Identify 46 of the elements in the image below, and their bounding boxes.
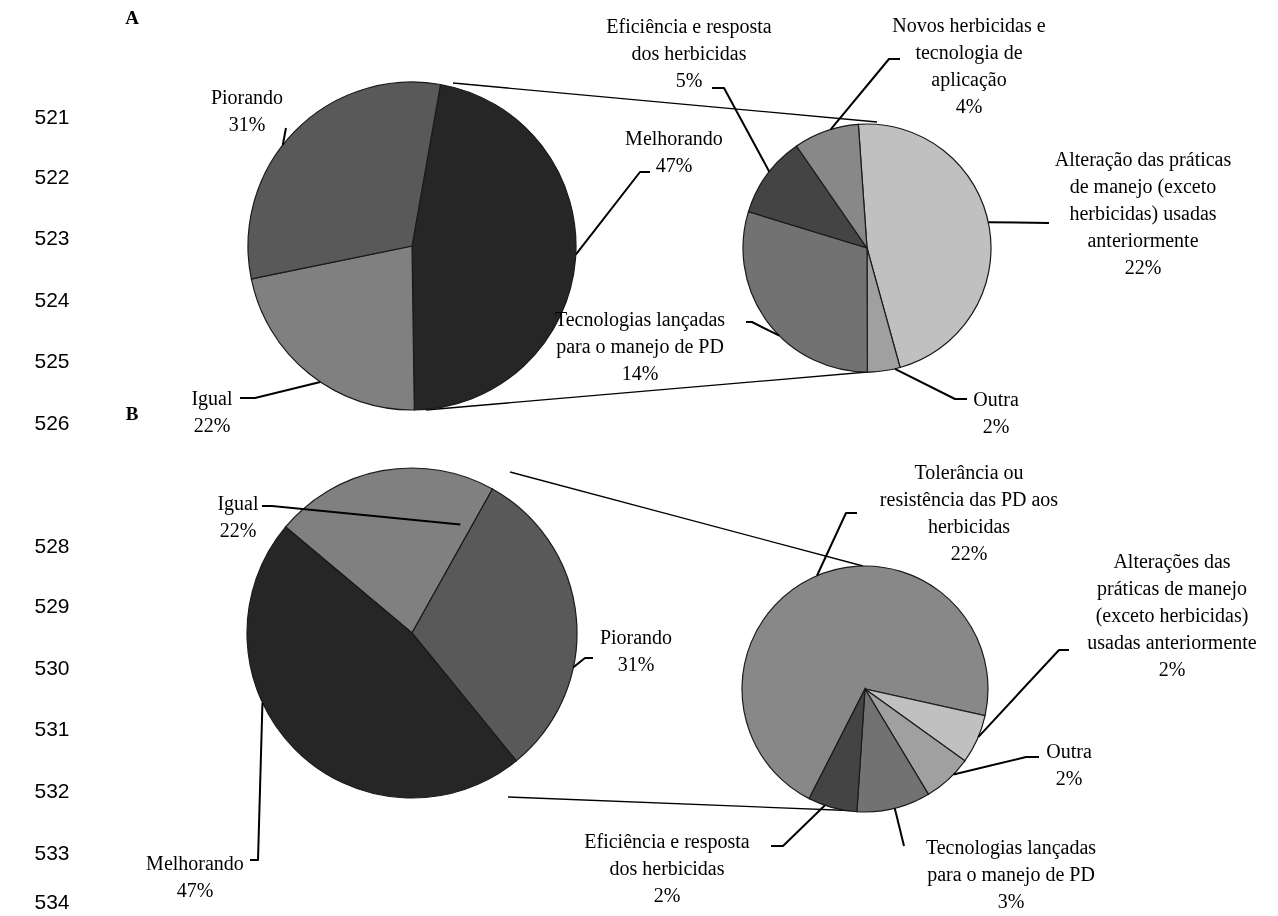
data-label: 31% bbox=[228, 113, 266, 135]
slice-label: Outra bbox=[1046, 740, 1092, 762]
slice-label: Eficiência e resposta dos herbicidas bbox=[606, 15, 772, 64]
data-label: 2% bbox=[653, 884, 681, 906]
data-label: 22% bbox=[950, 542, 988, 564]
slice-label: Igual bbox=[191, 387, 233, 410]
slice-label: Melhorando bbox=[146, 852, 244, 874]
data-label: 31% bbox=[617, 653, 655, 675]
data-label: 22% bbox=[193, 414, 231, 436]
data-label: 14% bbox=[621, 362, 659, 384]
slice-label: Igual bbox=[217, 492, 259, 515]
text: 521 bbox=[34, 104, 70, 128]
slice-label: Novos herbicidas e tecnologia de aplicação bbox=[892, 14, 1046, 91]
text: 524 bbox=[34, 287, 70, 311]
data-label: 5% bbox=[675, 69, 703, 91]
slice-label: Melhorando bbox=[625, 127, 723, 149]
text: 531 bbox=[34, 716, 70, 740]
text: 534 bbox=[34, 889, 70, 913]
text: 530 bbox=[34, 655, 70, 679]
slice-label: Alterações das práticas de manejo (exceto herbicidas) usadas anteriormente bbox=[1087, 550, 1257, 653]
data-label: 4% bbox=[955, 95, 983, 117]
text: 526 bbox=[34, 410, 70, 434]
text: 525 bbox=[34, 348, 70, 372]
data-label: 2% bbox=[982, 415, 1010, 437]
slice-label: Piorando bbox=[210, 86, 284, 108]
text: 532 bbox=[34, 778, 70, 802]
chart-title: B bbox=[125, 403, 139, 424]
data-label: 2% bbox=[1055, 767, 1083, 789]
slice-label: Tecnologias lançadas para o manejo de PD bbox=[925, 836, 1097, 886]
data-label: 3% bbox=[997, 890, 1025, 912]
slice-label: Tolerância ou resistência das PD aos herbicidas bbox=[879, 461, 1059, 537]
text: 523 bbox=[34, 225, 70, 249]
text: 529 bbox=[34, 593, 70, 617]
slice-label: Eficiência e resposta dos herbicidas bbox=[584, 830, 750, 879]
slice-label: Piorando bbox=[599, 626, 673, 648]
slice-label: Outra bbox=[973, 388, 1019, 410]
text: 522 bbox=[34, 164, 70, 188]
text: 528 bbox=[34, 533, 70, 557]
data-label: 22% bbox=[1124, 256, 1162, 278]
data-label: 47% bbox=[176, 879, 214, 901]
text: 533 bbox=[34, 840, 70, 864]
data-label: 22% bbox=[219, 519, 257, 541]
data-label: 2% bbox=[1158, 658, 1186, 680]
data-label: 47% bbox=[655, 154, 693, 176]
slice-label: Alteração das práticas de manejo (exceto herbicidas) usadas anteriormente bbox=[1054, 148, 1232, 251]
chart-title: A bbox=[125, 7, 140, 28]
